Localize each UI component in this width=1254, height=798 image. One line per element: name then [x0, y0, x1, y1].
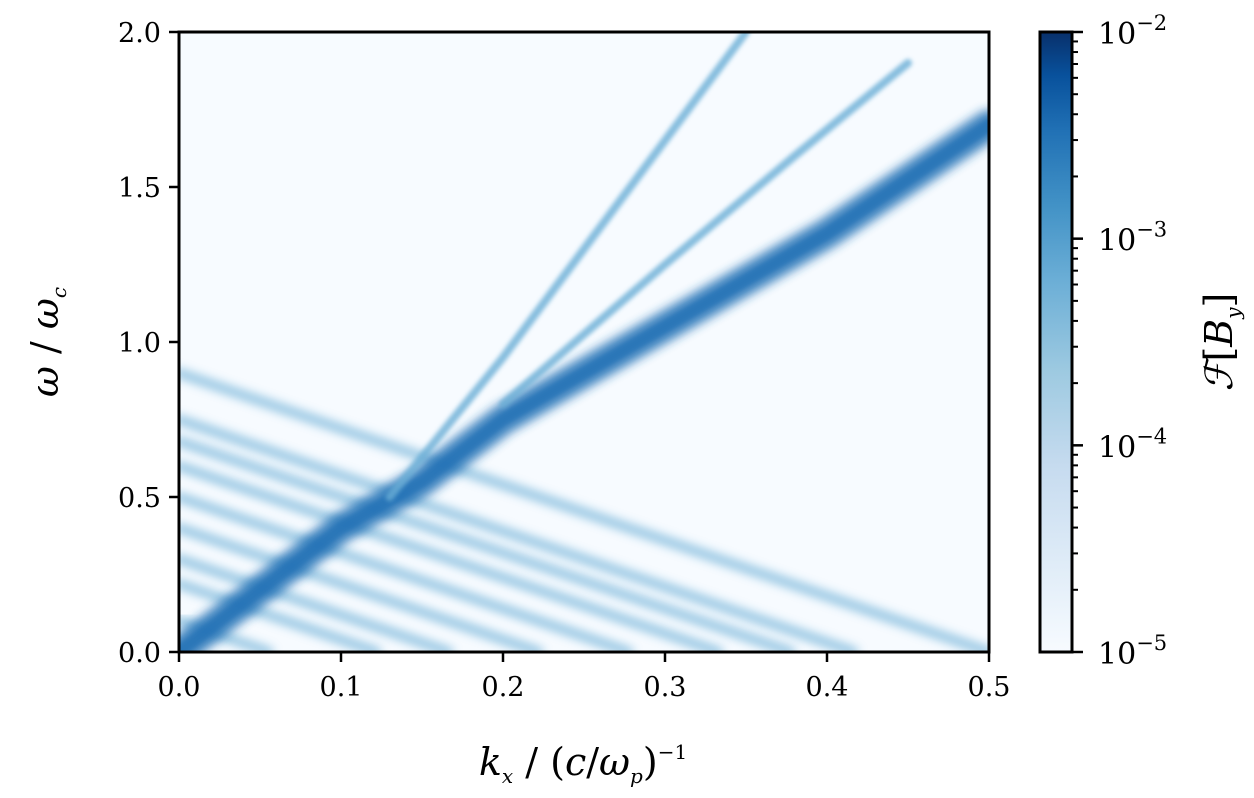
y-tick-label: 2.0: [118, 18, 161, 49]
colorbar: [1038, 30, 1074, 654]
y-tick-label: 0.5: [118, 483, 161, 514]
x-tick-label: 0.3: [644, 672, 687, 703]
heatmap-streak: [179, 492, 634, 652]
heatmap-streak: [179, 368, 989, 652]
heatmap-main-band-core: [179, 119, 989, 652]
heatmap-streak: [179, 415, 859, 652]
heatmap-streak: [179, 461, 724, 652]
colorbar-label: ℱ[By]: [1197, 293, 1245, 392]
y-tick-label: 1.5: [118, 173, 161, 204]
heatmap-light-line: [385, 32, 750, 501]
heatmap-streak: [179, 436, 796, 652]
y-axis-ticks: 0.0 0.5 1.0 1.5 2.0: [118, 18, 179, 669]
x-tick-label: 0.1: [320, 672, 363, 703]
y-axis-label: ω / ωc: [23, 287, 71, 397]
y-tick-label: 0.0: [118, 638, 161, 669]
x-tick-label: 0.4: [806, 672, 849, 703]
colorbar-tick-label: 10−4: [1098, 424, 1167, 465]
colorbar-tick-label: 10−5: [1098, 631, 1167, 672]
colorbar-tick-label: 10−2: [1098, 11, 1167, 52]
heatmap-layer: [179, 32, 989, 652]
heatmap-streak: [179, 554, 454, 652]
x-tick-label: 0.5: [968, 672, 1011, 703]
heatmap-streak: [179, 523, 544, 652]
x-tick-label: 0.0: [158, 672, 201, 703]
heatmap-streak: [179, 579, 382, 652]
colorbar-ticks: 10−5 10−4 10−3 10−2: [1072, 11, 1167, 672]
x-axis-label: kx / (c/ωp)−1: [479, 740, 687, 788]
y-tick-label: 1.0: [118, 328, 161, 359]
x-axis-ticks: 0.0 0.1 0.2 0.3 0.4 0.5: [158, 652, 1011, 703]
heatmap-secondary-line: [499, 59, 912, 408]
colorbar-tick-label: 10−3: [1098, 218, 1167, 259]
x-tick-label: 0.2: [482, 672, 525, 703]
